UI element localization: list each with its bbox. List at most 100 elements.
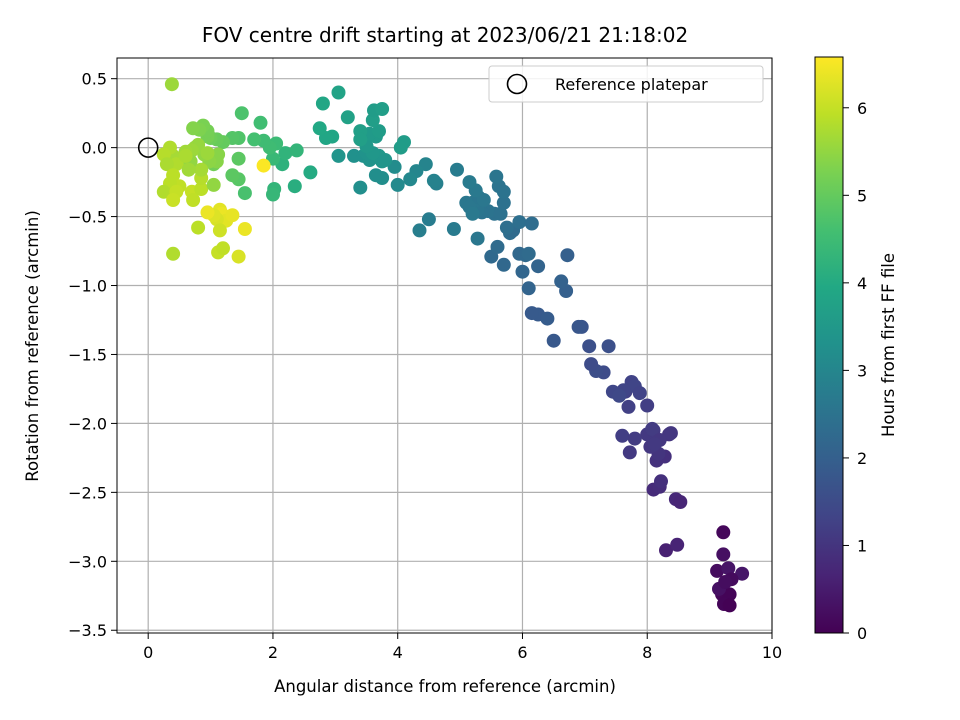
data-points	[156, 77, 750, 613]
y-tick-label: 0.5	[82, 70, 107, 89]
data-point	[156, 184, 171, 199]
data-point	[247, 132, 262, 147]
data-point	[353, 180, 368, 195]
data-point	[718, 575, 733, 589]
data-point	[166, 193, 181, 207]
y-axis-label: Rotation from reference (arcmin)	[23, 210, 42, 482]
data-point	[393, 140, 408, 155]
data-point	[446, 222, 461, 236]
chart-title: FOV centre drift starting at 2023/06/21 …	[202, 23, 688, 47]
data-point	[186, 121, 201, 136]
data-point	[312, 121, 327, 136]
colorbar-tick-label: 6	[857, 99, 867, 118]
x-tick-label: 4	[393, 643, 403, 662]
y-tick-label: −3.0	[68, 552, 107, 571]
data-point	[212, 223, 227, 238]
data-point	[621, 399, 636, 414]
x-tick-label: 10	[762, 643, 782, 662]
data-point	[234, 106, 249, 121]
data-point	[521, 281, 536, 296]
data-point	[489, 169, 504, 184]
data-point	[476, 193, 491, 207]
plot-frame	[116, 57, 773, 634]
data-point	[496, 184, 511, 199]
x-axis-label: Angular distance from reference (arcmin)	[274, 677, 616, 696]
data-point	[659, 543, 673, 558]
data-point	[622, 445, 637, 460]
data-point	[735, 566, 750, 581]
data-point	[496, 195, 511, 210]
data-point	[647, 437, 662, 452]
x-tick-label: 2	[268, 643, 278, 662]
colorbar-tick-label: 3	[857, 361, 867, 380]
colorbar-tick-label: 4	[857, 274, 867, 293]
data-point	[287, 179, 302, 194]
data-point	[331, 85, 346, 100]
colorbar-ticks: 0 1 2 3 4 5 6	[843, 99, 867, 643]
data-point	[612, 388, 627, 403]
data-point	[571, 319, 586, 334]
y-tick-label: −2.0	[68, 414, 107, 433]
data-point	[237, 222, 252, 236]
data-point	[194, 182, 209, 196]
data-point	[490, 239, 505, 254]
y-tick-label: −3.5	[68, 621, 107, 640]
legend-box	[488, 65, 764, 103]
data-point	[191, 220, 206, 235]
x-tick-label: 8	[642, 643, 652, 662]
data-point	[186, 193, 201, 207]
data-point	[716, 525, 731, 540]
colorbar-tick-label: 5	[857, 186, 867, 205]
colorbar-tick-label: 0	[857, 624, 867, 643]
data-point	[540, 311, 555, 326]
data-point	[670, 537, 685, 552]
data-point	[531, 259, 546, 274]
data-point	[375, 102, 390, 116]
data-point	[615, 428, 630, 443]
data-point	[159, 157, 174, 172]
data-point	[266, 187, 280, 202]
data-point	[524, 216, 539, 231]
data-point	[303, 165, 318, 180]
data-point	[512, 215, 527, 230]
data-point	[390, 177, 405, 192]
x-tick-label: 0	[143, 643, 153, 662]
data-point	[426, 173, 441, 188]
data-point	[582, 339, 597, 354]
data-point	[627, 431, 642, 446]
legend: Reference platepar	[488, 65, 764, 103]
data-point	[200, 146, 215, 161]
data-point	[216, 241, 230, 256]
data-point	[315, 96, 330, 111]
colorbar-tick-label: 1	[857, 536, 867, 555]
data-point	[654, 474, 668, 489]
reference-platepar-marker	[137, 137, 159, 158]
data-point	[353, 132, 368, 147]
data-point	[546, 333, 561, 348]
legend-marker-icon	[506, 73, 528, 95]
legend-label: Reference platepar	[555, 75, 708, 94]
data-point	[372, 124, 386, 139]
x-tick-label: 6	[517, 643, 527, 662]
data-point	[331, 148, 346, 163]
data-point	[499, 220, 514, 235]
data-point	[231, 249, 246, 264]
data-point	[206, 177, 221, 192]
data-point	[584, 357, 599, 372]
data-point	[403, 172, 418, 187]
colorbar-label: Hours from first FF file	[879, 253, 898, 437]
data-point	[340, 110, 355, 125]
data-point	[164, 77, 179, 92]
data-point	[225, 208, 240, 223]
y-tick-label: −2.5	[68, 483, 107, 502]
data-point	[194, 162, 209, 177]
y-axis-ticks: 0.5 0.0 −0.5 −1.0 −1.5 −2.0 −2.5 −3.0 −3.5	[68, 70, 117, 640]
data-point	[368, 168, 383, 183]
data-point	[231, 151, 246, 166]
data-point	[450, 162, 464, 177]
data-point	[462, 175, 477, 190]
data-point	[412, 223, 427, 238]
data-point	[225, 168, 240, 183]
data-point	[640, 398, 655, 413]
